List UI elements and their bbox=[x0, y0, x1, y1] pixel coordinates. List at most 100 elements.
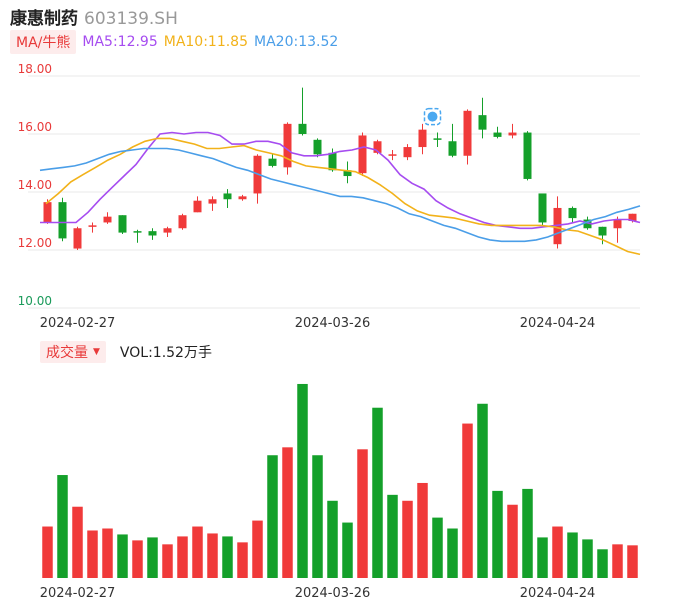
candle-body bbox=[148, 231, 157, 236]
volume-bar bbox=[57, 475, 68, 578]
volume-bar bbox=[372, 407, 383, 578]
candle-body bbox=[463, 110, 472, 156]
volume-bar bbox=[177, 536, 188, 578]
volume-bar bbox=[342, 522, 353, 578]
candle-body bbox=[313, 139, 322, 155]
ma5-legend: MA5:12.95 bbox=[82, 34, 158, 50]
candle-body bbox=[283, 123, 292, 168]
y-tick-label: 16.00 bbox=[18, 120, 52, 134]
candle-body bbox=[478, 115, 487, 130]
x-tick-label: 2024-04-24 bbox=[520, 316, 596, 331]
volume-bar bbox=[237, 542, 248, 578]
stock-header: 康惠制药 603139.SH bbox=[10, 4, 178, 29]
volume-bar bbox=[327, 500, 338, 578]
candle-body bbox=[328, 152, 337, 171]
candle-body bbox=[133, 231, 142, 233]
event-marker-icon bbox=[423, 107, 442, 126]
candle-body bbox=[568, 207, 577, 219]
ma20-legend: MA20:13.52 bbox=[254, 34, 339, 50]
volume-bar bbox=[567, 532, 578, 578]
candle-body bbox=[298, 123, 307, 134]
candle-body bbox=[103, 216, 112, 223]
stock-code: 603139.SH bbox=[84, 9, 178, 29]
volume-bar bbox=[612, 544, 623, 578]
volume-bar bbox=[267, 455, 278, 578]
y-tick-label: 18.00 bbox=[18, 62, 52, 76]
candle-body bbox=[433, 138, 442, 140]
x-tick-label: 2024-03-26 bbox=[295, 316, 371, 331]
volume-bar bbox=[417, 482, 428, 578]
volume-bar bbox=[432, 517, 443, 578]
volume-bar bbox=[117, 534, 128, 578]
caret-down-icon: ▼ bbox=[93, 347, 100, 357]
ma-legend: MA/牛熊 MA5:12.95 MA10:11.85 MA20:13.52 bbox=[10, 30, 338, 54]
candle-body bbox=[553, 207, 562, 245]
candle-body bbox=[613, 219, 622, 229]
volume-bar bbox=[357, 449, 368, 578]
volume-bar bbox=[102, 528, 113, 578]
candle-body bbox=[418, 129, 427, 148]
volume-bar bbox=[72, 506, 83, 578]
ma-lines bbox=[39, 131, 641, 256]
volume-bar bbox=[387, 494, 398, 578]
candle-body bbox=[208, 199, 217, 204]
volume-bar bbox=[537, 537, 548, 578]
y-tick-label: 12.00 bbox=[18, 236, 52, 250]
candle-body bbox=[598, 226, 607, 236]
volume-toggle-button[interactable]: 成交量 ▼ bbox=[40, 341, 106, 363]
candle-body bbox=[523, 132, 532, 179]
marker-dot bbox=[427, 111, 438, 122]
candle-body bbox=[403, 147, 412, 158]
candle-body bbox=[163, 228, 172, 233]
candle-body bbox=[88, 225, 97, 227]
candle-body bbox=[448, 141, 457, 156]
volume-bar bbox=[162, 544, 173, 578]
ma-line-ma5 bbox=[40, 131, 641, 230]
candle-body bbox=[538, 193, 547, 223]
candle-body bbox=[73, 228, 82, 249]
volume-bar bbox=[462, 423, 473, 578]
candle-body bbox=[118, 215, 127, 233]
marker-frame bbox=[423, 107, 442, 126]
volume-bars bbox=[42, 383, 638, 578]
ma-line-ma20 bbox=[39, 147, 641, 243]
volume-bar bbox=[132, 540, 143, 578]
candle-body bbox=[628, 213, 637, 221]
candle-body bbox=[493, 132, 502, 137]
volume-value: VOL:1.52万手 bbox=[119, 345, 212, 361]
ma-toggle-button[interactable]: MA/牛熊 bbox=[10, 30, 77, 54]
candle-body bbox=[268, 158, 277, 166]
volume-bar bbox=[192, 526, 203, 578]
volume-bar bbox=[312, 455, 323, 578]
volume-x-ticks: 2024-02-27 2024-03-26 2024-04-24 bbox=[40, 586, 596, 601]
candle-body bbox=[193, 200, 202, 213]
volume-bar bbox=[597, 549, 608, 578]
candle-body bbox=[238, 196, 247, 200]
candle-body bbox=[58, 202, 67, 239]
x-tick-label: 2024-02-27 bbox=[40, 316, 116, 331]
volume-bar bbox=[222, 536, 233, 578]
volume-bar bbox=[507, 504, 518, 578]
volume-bar bbox=[207, 533, 218, 578]
candle-body bbox=[178, 215, 187, 229]
y-tick-label: 10.00 bbox=[18, 294, 52, 308]
volume-bar bbox=[147, 537, 158, 578]
candle-body bbox=[43, 202, 52, 223]
candle-body bbox=[373, 141, 382, 153]
y-tick-label: 14.00 bbox=[18, 178, 52, 192]
volume-bar bbox=[627, 545, 638, 578]
volume-toggle-label: 成交量 bbox=[46, 345, 88, 361]
volume-bar bbox=[492, 490, 503, 578]
ma10-legend: MA10:11.85 bbox=[163, 34, 249, 50]
volume-bar bbox=[582, 539, 593, 578]
volume-bar bbox=[522, 488, 533, 578]
candle-body bbox=[223, 193, 232, 200]
stock-name: 康惠制药 bbox=[10, 9, 78, 29]
volume-bar bbox=[42, 526, 53, 578]
price-y-ticks: 18.00 16.00 14.00 12.00 10.00 bbox=[18, 62, 52, 308]
candle-body bbox=[583, 219, 592, 229]
volume-legend: 成交量 ▼ VOL:1.52万手 bbox=[40, 341, 212, 363]
ma-line-ma10 bbox=[45, 137, 641, 256]
price-grid bbox=[28, 75, 640, 309]
